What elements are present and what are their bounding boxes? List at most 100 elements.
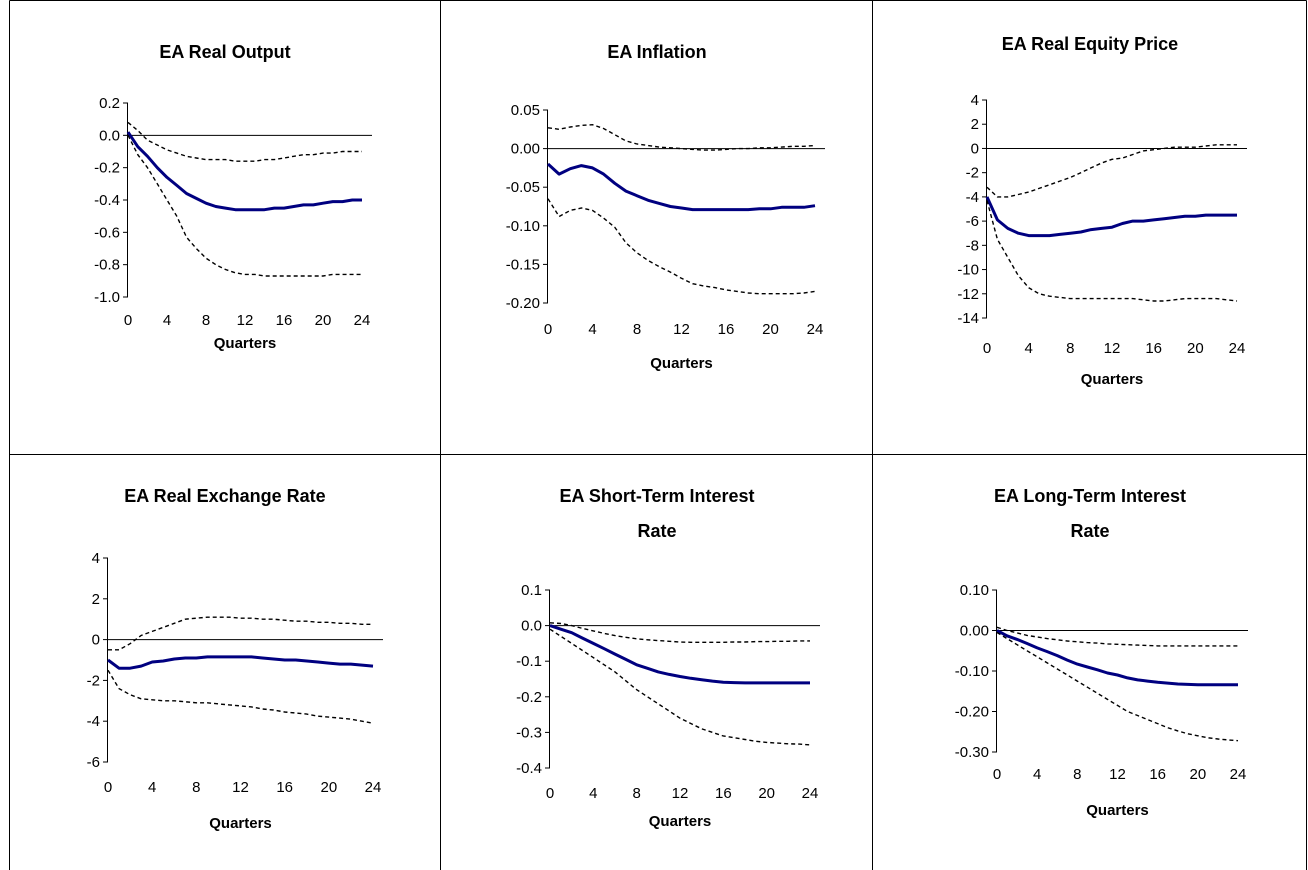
- y-tick-label: -4: [87, 713, 100, 730]
- x-tick-label: 12: [232, 779, 249, 796]
- series-line-upper-band: [996, 626, 1238, 647]
- series-line-lower-band: [996, 631, 1239, 742]
- y-tick-label: -0.4: [516, 760, 542, 777]
- x-tick-label: 12: [672, 785, 689, 802]
- x-tick-label: 24: [1229, 340, 1246, 357]
- x-tick-label: 16: [715, 785, 732, 802]
- x-tick-label: 20: [762, 321, 779, 338]
- y-tick-label: 4: [971, 92, 979, 109]
- x-tick-label: 4: [163, 312, 171, 329]
- x-tick-label: 16: [1145, 340, 1162, 357]
- y-tick-label: 0.00: [511, 141, 540, 158]
- y-tick-label: -0.6: [94, 224, 120, 241]
- chart-panel-3: EA Real Equity Price420-2-4-6-8-10-12-14…: [957, 34, 1247, 388]
- x-tick-label: 4: [589, 785, 597, 802]
- x-tick-label: 4: [588, 321, 596, 338]
- chart-title: EA Real Equity Price: [1002, 34, 1178, 54]
- series-line-lower-band: [127, 134, 362, 277]
- series-line-lower-band: [547, 198, 816, 295]
- y-tick-label: 0: [92, 632, 100, 649]
- y-tick-label: -2: [87, 672, 100, 689]
- x-tick-label: 12: [1104, 340, 1121, 357]
- x-axis-title: Quarters: [214, 335, 277, 352]
- x-tick-label: 8: [633, 321, 641, 338]
- y-tick-label: -2: [966, 165, 979, 182]
- chart-panel-5: EA Short-Term Interest Rate 0.1 0.0 -0.1 -0.2…: [516, 486, 820, 830]
- chart-panel-1: EA Real Output 0.2 0.0 -0.2 -0.4 -0.6 -0.8 -1.0…: [94, 42, 372, 352]
- y-tick-label: 0.00: [960, 623, 989, 640]
- grid-borders: [9, 0, 1307, 870]
- series-line-upper-band: [547, 123, 816, 151]
- x-tick-label: 8: [202, 312, 210, 329]
- series-line-estimate: [996, 629, 1238, 687]
- y-tick-label: -0.10: [506, 218, 540, 235]
- x-tick-label: 8: [632, 785, 640, 802]
- chart-title: EA Real Exchange Rate: [124, 486, 325, 506]
- x-tick-label: 24: [1230, 766, 1247, 783]
- y-tick-label: 0.2: [99, 95, 120, 112]
- x-tick-label: 12: [237, 312, 254, 329]
- series-line-estimate: [985, 196, 1237, 238]
- y-tick-label: -8: [966, 237, 979, 254]
- x-tick-label: 16: [276, 779, 293, 796]
- chart-title: Rate: [1070, 521, 1109, 541]
- x-tick-label: 12: [1109, 766, 1126, 783]
- series-line-upper-band: [108, 616, 373, 651]
- y-tick-label: 4: [92, 550, 100, 567]
- x-tick-label: 4: [1033, 766, 1041, 783]
- x-tick-label: 24: [802, 785, 819, 802]
- x-tick-label: 16: [718, 321, 735, 338]
- series-line-estimate: [549, 624, 810, 685]
- y-tick-label: -0.10: [955, 663, 989, 680]
- series-line-lower-band: [986, 200, 1238, 302]
- x-tick-label: 0: [544, 321, 552, 338]
- series-line-upper-band: [127, 121, 362, 162]
- y-tick-label: -0.1: [516, 653, 542, 670]
- x-tick-label: 0: [983, 340, 991, 357]
- x-axis-title: Quarters: [650, 355, 713, 372]
- x-tick-label: 0: [104, 779, 112, 796]
- y-tick-label: -6: [966, 213, 979, 230]
- series-line-upper-band: [549, 622, 810, 643]
- chart-title: EA Inflation: [607, 42, 706, 62]
- series-line-lower-band: [549, 628, 811, 746]
- y-tick-label: -0.30: [955, 744, 989, 761]
- x-tick-label: 0: [124, 312, 132, 329]
- chart-title: EA Short-Term Interest: [559, 486, 754, 506]
- x-axis-title: Quarters: [649, 813, 712, 830]
- y-tick-label: -14: [957, 310, 979, 327]
- y-tick-label: 0.10: [960, 582, 989, 599]
- y-tick-label: -0.4: [94, 192, 120, 209]
- y-tick-label: 0.0: [99, 127, 120, 144]
- y-tick-label: -1.0: [94, 289, 120, 306]
- y-tick-label: -6: [87, 754, 100, 771]
- series-line-estimate: [546, 162, 816, 212]
- x-tick-label: 24: [365, 779, 382, 796]
- x-tick-label: 8: [192, 779, 200, 796]
- y-tick-label: -10: [957, 262, 979, 279]
- chart-title: EA Real Output: [159, 42, 290, 62]
- x-tick-label: 20: [1189, 766, 1206, 783]
- y-tick-label: -0.15: [506, 256, 540, 273]
- y-tick-label: -12: [957, 286, 979, 303]
- x-axis-title: Quarters: [1086, 802, 1149, 819]
- x-tick-label: 16: [276, 312, 293, 329]
- x-tick-label: 16: [1149, 766, 1166, 783]
- chart-panel-6: EA Long-Term Interest Rate 0.10 0.00 -0.10 -0…: [955, 486, 1248, 819]
- x-tick-label: 20: [315, 312, 332, 329]
- y-tick-label: -0.3: [516, 724, 542, 741]
- y-tick-label: -0.2: [94, 160, 120, 177]
- y-tick-label: -0.20: [955, 704, 989, 721]
- x-tick-label: 20: [1187, 340, 1204, 357]
- x-tick-label: 8: [1073, 766, 1081, 783]
- x-tick-label: 24: [354, 312, 371, 329]
- x-tick-label: 4: [148, 779, 156, 796]
- x-tick-label: 12: [673, 321, 690, 338]
- chart-title: EA Long-Term Interest: [994, 486, 1186, 506]
- x-tick-label: 24: [807, 321, 824, 338]
- x-tick-label: 8: [1066, 340, 1074, 357]
- series-line-estimate: [126, 131, 362, 212]
- x-tick-label: 0: [993, 766, 1001, 783]
